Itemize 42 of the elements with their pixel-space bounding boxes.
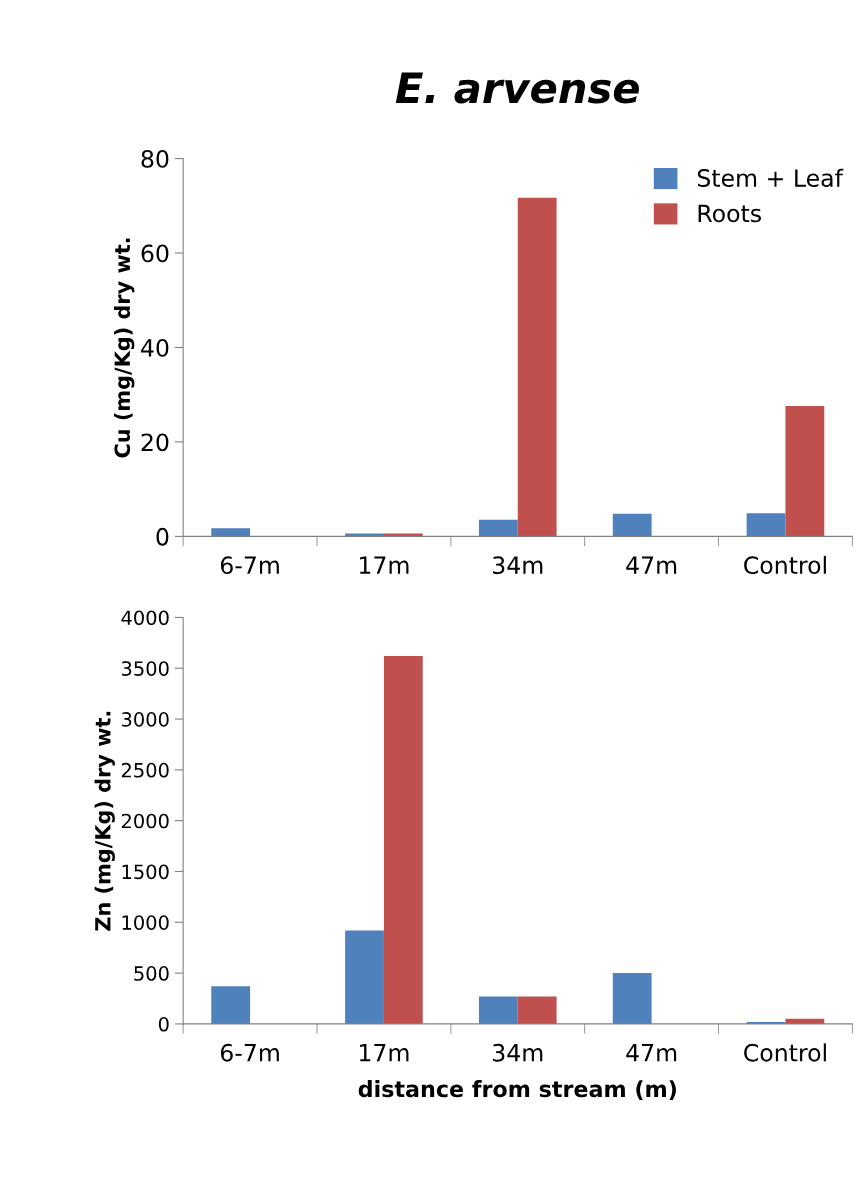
x-tick-label: 6-7m xyxy=(220,1043,279,1062)
y-tick-label: 4000 xyxy=(121,610,169,626)
y-axis-title: Zn (mg/Kg) dry wt. xyxy=(94,711,115,931)
bar xyxy=(211,986,251,1024)
x-tick-label: 17m xyxy=(359,1044,409,1062)
bar xyxy=(612,973,652,1024)
x-tick-label: 47m xyxy=(626,1044,677,1062)
x-tick-label: 34m xyxy=(493,1043,543,1062)
bar xyxy=(517,197,557,537)
legend-label: Roots xyxy=(698,204,761,223)
y-tick-label: 40 xyxy=(141,338,169,357)
y-tick-label: 0 xyxy=(158,1016,169,1032)
y-tick-label: 0 xyxy=(156,527,169,546)
y-tick-label: 20 xyxy=(141,433,169,452)
y-tick-label: 1000 xyxy=(122,915,169,930)
bar xyxy=(746,513,786,537)
x-tick-label: Control xyxy=(744,1043,826,1062)
bar xyxy=(517,996,557,1024)
bar xyxy=(478,519,518,537)
bar xyxy=(345,930,384,1024)
x-tick-label: 6-7m xyxy=(220,556,279,575)
x-tick-label: Control xyxy=(744,555,826,575)
y-tick-label: 500 xyxy=(134,966,169,981)
bar xyxy=(612,513,652,537)
bar xyxy=(211,528,251,537)
bar xyxy=(478,996,518,1024)
x-tick-label: 47m xyxy=(626,556,677,574)
y-tick-label: 1500 xyxy=(122,864,169,880)
bar xyxy=(383,656,423,1024)
chart-title: E. arvense xyxy=(395,72,639,104)
legend-label: Stem + Leaf xyxy=(697,168,844,187)
y-tick-label: 2000 xyxy=(121,813,169,829)
y-tick-label: 3500 xyxy=(121,661,169,676)
y-tick-label: 80 xyxy=(141,149,169,168)
y-tick-label: 2500 xyxy=(121,762,169,778)
x-tick-label: 34m xyxy=(493,556,543,575)
y-axis-title: Cu (mg/Kg) dry wt. xyxy=(114,238,135,458)
bar xyxy=(785,406,825,537)
x-axis-title: distance from stream (m) xyxy=(358,1080,676,1100)
x-tick-label: 17m xyxy=(359,556,409,574)
y-tick-label: 3000 xyxy=(121,712,169,727)
y-tick-label: 60 xyxy=(141,244,169,263)
